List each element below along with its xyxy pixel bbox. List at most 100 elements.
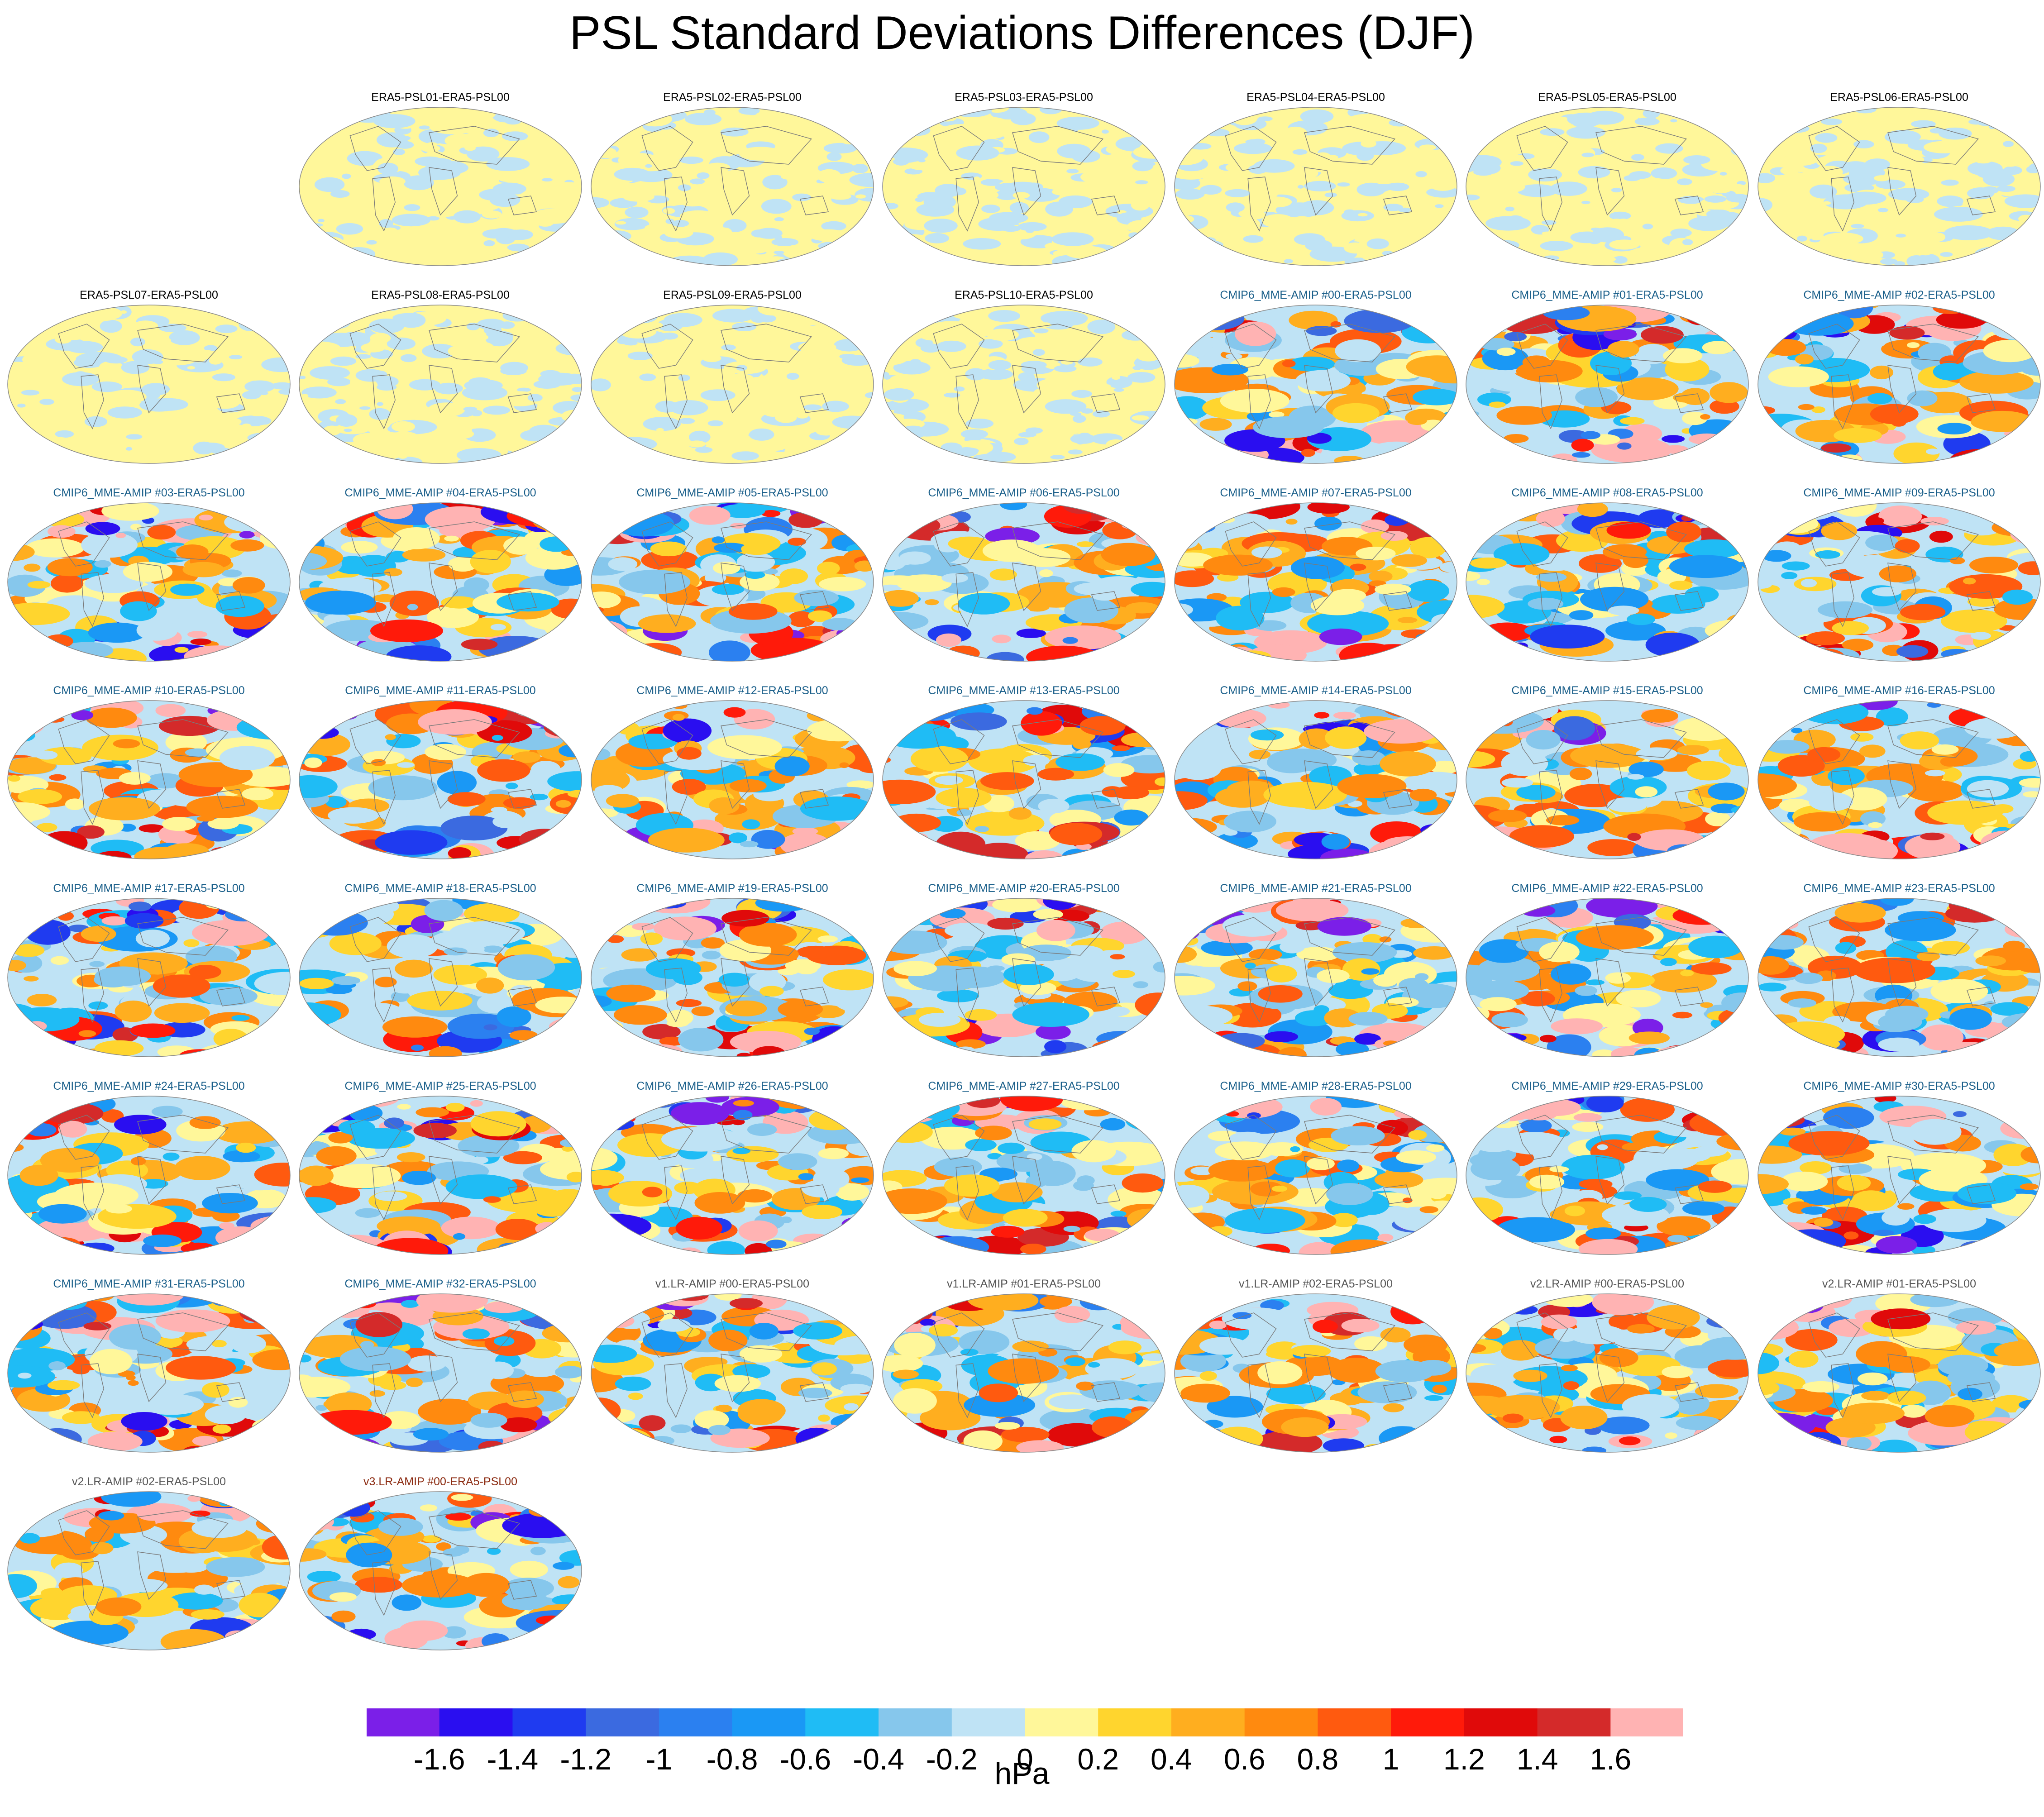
map-panel: CMIP6_MME-AMIP #13-ERA5-PSL00 xyxy=(879,684,1169,883)
coastline xyxy=(1225,521,1413,627)
colorbar-swatch xyxy=(805,1708,879,1737)
map-panel: CMIP6_MME-AMIP #09-ERA5-PSL00 xyxy=(1754,486,2044,685)
coastline xyxy=(58,917,246,1023)
map-panel: CMIP6_MME-AMIP #01-ERA5-PSL00 xyxy=(1462,288,1752,487)
map-border xyxy=(1174,1293,1457,1453)
map-border xyxy=(1757,898,2041,1057)
world-map xyxy=(1174,305,1457,464)
colorbar-swatch xyxy=(1171,1708,1245,1737)
map-border xyxy=(1466,700,1749,859)
map-border xyxy=(7,305,291,464)
world-map xyxy=(1757,502,2041,662)
world-map xyxy=(882,1293,1165,1453)
panel-title: CMIP6_MME-AMIP #00-ERA5-PSL00 xyxy=(1220,289,1412,301)
coastline xyxy=(933,324,1121,429)
coastline xyxy=(933,126,1121,232)
colorbar-tick-label: 0.6 xyxy=(1224,1742,1266,1776)
panel-title: v2.LR-AMIP #02-ERA5-PSL00 xyxy=(72,1475,226,1488)
panel-title: CMIP6_MME-AMIP #30-ERA5-PSL00 xyxy=(1803,1080,1995,1092)
coastline xyxy=(1516,521,1704,627)
map-border xyxy=(1757,1293,2041,1453)
map-panel: CMIP6_MME-AMIP #00-ERA5-PSL00 xyxy=(1171,288,1461,487)
map-panel: CMIP6_MME-AMIP #30-ERA5-PSL00 xyxy=(1754,1079,2044,1278)
coastline xyxy=(58,324,246,429)
panel-title: v3.LR-AMIP #00-ERA5-PSL00 xyxy=(363,1475,517,1488)
map-panel: CMIP6_MME-AMIP #20-ERA5-PSL00 xyxy=(879,882,1169,1081)
colorbar-swatch xyxy=(1098,1708,1172,1737)
map-panel: CMIP6_MME-AMIP #16-ERA5-PSL00 xyxy=(1754,684,2044,883)
panel-title: ERA5-PSL03-ERA5-PSL00 xyxy=(955,91,1093,104)
colorbar-swatch xyxy=(951,1708,1026,1737)
map-border xyxy=(299,107,582,266)
map-border xyxy=(1174,1096,1457,1255)
map-panel: CMIP6_MME-AMIP #15-ERA5-PSL00 xyxy=(1462,684,1752,883)
coastline xyxy=(1225,1115,1413,1221)
map-border xyxy=(299,305,582,464)
colorbar-tick-label: -1.2 xyxy=(560,1742,611,1776)
world-map xyxy=(882,700,1165,859)
coastline xyxy=(1516,1312,1704,1418)
panel-title: ERA5-PSL01-ERA5-PSL00 xyxy=(371,91,510,104)
coastline xyxy=(349,1312,537,1418)
coastline xyxy=(933,719,1121,825)
map-border xyxy=(1174,700,1457,859)
colorbar-swatch xyxy=(1610,1708,1684,1737)
colorbar-tick-label: 1 xyxy=(1383,1742,1399,1776)
world-map xyxy=(1757,107,2041,266)
map-panel: CMIP6_MME-AMIP #04-ERA5-PSL00 xyxy=(296,486,585,685)
world-map xyxy=(299,1096,582,1255)
panel-title: CMIP6_MME-AMIP #24-ERA5-PSL00 xyxy=(53,1080,245,1092)
map-panel: CMIP6_MME-AMIP #23-ERA5-PSL00 xyxy=(1754,882,2044,1081)
map-panel: CMIP6_MME-AMIP #21-ERA5-PSL00 xyxy=(1171,882,1461,1081)
panel-title: CMIP6_MME-AMIP #03-ERA5-PSL00 xyxy=(53,486,245,499)
coastline xyxy=(1808,521,1996,627)
map-panel: CMIP6_MME-AMIP #22-ERA5-PSL00 xyxy=(1462,882,1752,1081)
map-panel: ERA5-PSL01-ERA5-PSL00 xyxy=(296,91,585,290)
coastline xyxy=(641,1312,829,1418)
coastline xyxy=(1225,1312,1413,1418)
coastline xyxy=(1808,917,1996,1023)
map-border xyxy=(299,898,582,1057)
world-map xyxy=(591,1293,874,1453)
world-map xyxy=(1174,502,1457,662)
coastline xyxy=(349,324,537,429)
colorbar-swatch xyxy=(1464,1708,1538,1737)
coastline xyxy=(1225,719,1413,825)
map-border xyxy=(1174,305,1457,464)
world-map xyxy=(591,305,874,464)
coastline xyxy=(1516,719,1704,825)
panel-title: CMIP6_MME-AMIP #31-ERA5-PSL00 xyxy=(53,1278,245,1290)
coastline xyxy=(933,1312,1121,1418)
colorbar-tick-label: -0.2 xyxy=(926,1742,978,1776)
panel-title: CMIP6_MME-AMIP #01-ERA5-PSL00 xyxy=(1511,289,1703,301)
map-panel: CMIP6_MME-AMIP #27-ERA5-PSL00 xyxy=(879,1079,1169,1278)
colorbar-swatch xyxy=(366,1708,440,1737)
world-map xyxy=(591,502,874,662)
map-panel: v1.LR-AMIP #02-ERA5-PSL00 xyxy=(1171,1277,1461,1476)
map-panel: ERA5-PSL05-ERA5-PSL00 xyxy=(1462,91,1752,290)
map-panel: v2.LR-AMIP #00-ERA5-PSL00 xyxy=(1462,1277,1752,1476)
world-map xyxy=(1466,700,1749,859)
map-border xyxy=(1174,898,1457,1057)
map-border xyxy=(882,305,1165,464)
colorbar-tick-label: -1 xyxy=(646,1742,673,1776)
map-border xyxy=(1466,1293,1749,1453)
world-map xyxy=(1757,898,2041,1057)
coastline xyxy=(1808,324,1996,429)
coastline xyxy=(1808,1312,1996,1418)
world-map xyxy=(1174,1096,1457,1255)
world-map xyxy=(1466,502,1749,662)
map-panel: v1.LR-AMIP #00-ERA5-PSL00 xyxy=(587,1277,877,1476)
map-panel: CMIP6_MME-AMIP #12-ERA5-PSL00 xyxy=(587,684,877,883)
map-panel: v3.LR-AMIP #00-ERA5-PSL00 xyxy=(296,1475,585,1674)
world-map xyxy=(7,305,291,464)
panel-title: CMIP6_MME-AMIP #26-ERA5-PSL00 xyxy=(636,1080,828,1092)
map-border xyxy=(591,305,874,464)
map-border xyxy=(882,1293,1165,1453)
map-panel: ERA5-PSL04-ERA5-PSL00 xyxy=(1171,91,1461,290)
coastline xyxy=(349,917,537,1023)
map-panel: CMIP6_MME-AMIP #24-ERA5-PSL00 xyxy=(4,1079,294,1278)
map-border xyxy=(7,1293,291,1453)
coastline xyxy=(641,324,829,429)
